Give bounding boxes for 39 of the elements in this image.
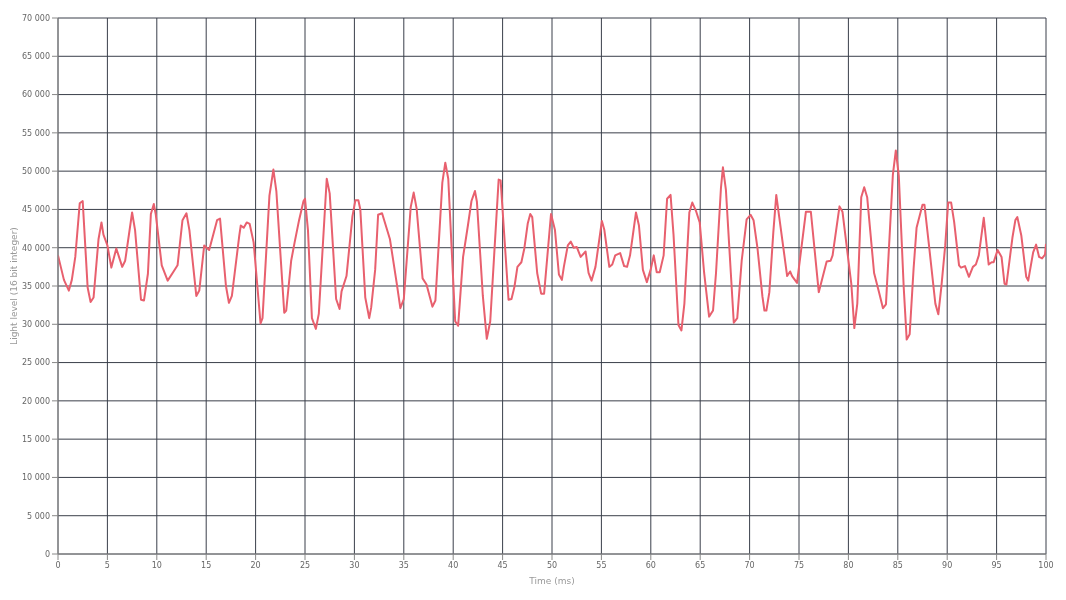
y-tick-label: 0: [44, 549, 50, 559]
x-tick-label: 20: [250, 560, 261, 570]
y-tick-label: 45 000: [22, 205, 50, 215]
x-tick-label: 15: [201, 560, 212, 570]
x-axis-title: Time (ms): [528, 576, 575, 586]
x-tick-label: 65: [695, 560, 706, 570]
x-tick-label: 55: [596, 560, 607, 570]
y-tick-label: 5 000: [27, 511, 50, 521]
x-tick-label: 85: [892, 560, 903, 570]
y-tick-label: 40 000: [22, 243, 50, 253]
line-series: [58, 149, 1046, 341]
y-tick-label: 30 000: [22, 320, 50, 330]
x-tick-label: 75: [793, 560, 805, 570]
y-tick-label: 65 000: [22, 52, 50, 62]
y-tick-label: 60 000: [22, 90, 50, 100]
x-tick-label: 95: [991, 560, 1002, 570]
y-tick-label: 55 000: [22, 128, 50, 138]
x-tick-label: 5: [104, 560, 110, 570]
y-tick-label: 50 000: [22, 166, 50, 176]
x-tick-label: 30: [349, 560, 360, 570]
x-tick-label: 40: [448, 560, 459, 570]
x-tick-label: 90: [942, 560, 953, 570]
x-tick-label: 100: [1038, 560, 1054, 570]
y-tick-label: 10 000: [22, 473, 50, 483]
x-tick-label: 45: [497, 560, 508, 570]
y-axis-title: Light level (16 bit integer): [9, 227, 20, 345]
y-tick-label: 25 000: [22, 358, 50, 368]
x-tick-label: 80: [843, 560, 854, 570]
y-tick-label: 35 000: [22, 281, 50, 291]
x-tick-label: 10: [151, 560, 162, 570]
x-tick-label: 50: [546, 560, 558, 570]
x-tick-label: 0: [55, 560, 61, 570]
x-tick-label: 35: [398, 560, 409, 570]
y-tick-label: 15 000: [22, 434, 50, 444]
x-tick-label: 70: [744, 560, 755, 570]
y-tick-label: 20 000: [22, 396, 50, 406]
x-tick-label: 25: [299, 560, 311, 570]
x-tick-label: 60: [645, 560, 656, 570]
y-tick-label: 70 000: [22, 13, 50, 23]
